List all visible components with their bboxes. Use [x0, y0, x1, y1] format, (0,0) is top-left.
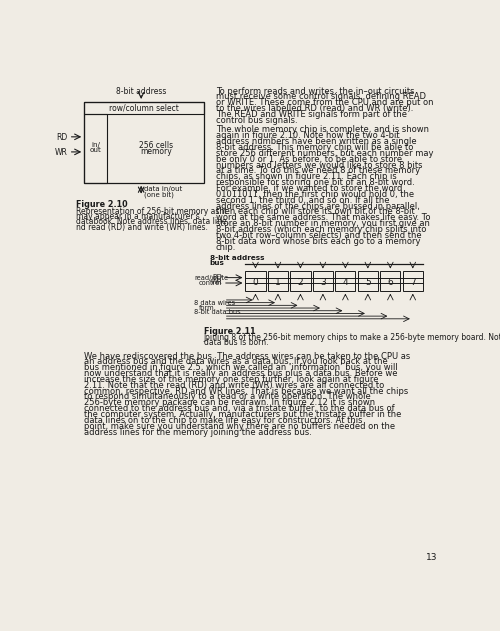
Bar [268, 271, 288, 291]
Bar [402, 271, 423, 291]
Text: connected to the address bus and, via a tristate buffer, to the data bus of: connected to the address bus and, via a … [84, 404, 395, 413]
Text: be only 0 or 1. As before, to be able to store: be only 0 or 1. As before, to be able to… [216, 155, 402, 163]
Text: 8-bit address: 8-bit address [210, 254, 264, 261]
Text: 3: 3 [320, 278, 326, 287]
Text: point, make sure you understand why there are no buffers needed on the: point, make sure you understand why ther… [84, 422, 396, 431]
Text: The READ and WRITE signals form part of the: The READ and WRITE signals form part of … [216, 110, 407, 119]
Text: chip.: chip. [216, 242, 236, 252]
Text: address lines of the chips are bussed in parallel,: address lines of the chips are bussed in… [216, 201, 420, 211]
Text: Figure 2.11: Figure 2.11 [204, 327, 255, 336]
Text: control bus signals.: control bus signals. [216, 115, 298, 125]
Text: RD: RD [56, 133, 67, 142]
Text: To perform reads and writes, the in–out circuits: To perform reads and writes, the in–out … [216, 86, 414, 95]
Text: (one bit): (one bit) [144, 191, 174, 198]
Text: 0: 0 [252, 278, 258, 287]
Text: control: control [199, 280, 222, 286]
Text: 13: 13 [426, 553, 438, 562]
Text: WR: WR [54, 148, 67, 157]
Text: second 1, the third 0, and so on. If all the: second 1, the third 0, and so on. If all… [216, 196, 390, 204]
Text: data bus is born.: data bus is born. [204, 338, 268, 348]
Text: 8 data wires: 8 data wires [194, 300, 235, 306]
Text: numbers and letters we would like to store 8 bits: numbers and letters we would like to sto… [216, 160, 422, 170]
Text: to respond simultaneously to a read or a write operation. The whole: to respond simultaneously to a read or a… [84, 392, 371, 401]
Text: to the wires labelled RD (read) and WR (write).: to the wires labelled RD (read) and WR (… [216, 104, 414, 113]
Bar [358, 271, 378, 291]
Text: store an 8-bit number in memory, you first give an: store an 8-bit number in memory, you fir… [216, 219, 430, 228]
Text: must receive some control signals, defining READ: must receive some control signals, defin… [216, 92, 426, 102]
Text: Figure 2.10: Figure 2.10 [76, 201, 128, 209]
Text: 2.11. Note that the read (RD) and write (WR) wires are all connected to: 2.11. Note that the read (RD) and write … [84, 380, 384, 390]
Text: 8-bit address: 8-bit address [116, 86, 166, 95]
Text: increase the size of the memory one step further, look again at figure: increase the size of the memory one step… [84, 375, 378, 384]
Text: 7: 7 [410, 278, 416, 287]
Bar [290, 271, 310, 291]
Text: responsible for storing one bit of an 8-bit word.: responsible for storing one bit of an 8-… [216, 178, 414, 187]
Text: chips, as shown in figure 2.11. Each chip is: chips, as shown in figure 2.11. Each chi… [216, 172, 396, 181]
Text: RD: RD [212, 274, 222, 280]
Text: databook. Note address lines, data line,: databook. Note address lines, data line, [76, 218, 230, 227]
Bar [313, 271, 333, 291]
Text: 256 cells: 256 cells [139, 141, 173, 150]
Text: row/column select: row/column select [110, 104, 179, 113]
Text: 2: 2 [298, 278, 303, 287]
Text: two 4-bit row–column selects) and then send the: two 4-bit row–column selects) and then s… [216, 231, 422, 240]
Text: 8-bit address (which each memory chip splits into: 8-bit address (which each memory chip sp… [216, 225, 426, 234]
Text: read/write: read/write [194, 274, 228, 281]
Text: 5: 5 [365, 278, 370, 287]
Text: 8-bit data word whose bits each go to a memory: 8-bit data word whose bits each go to a … [216, 237, 420, 245]
Text: 8-bit address. This memory chip will be able to: 8-bit address. This memory chip will be … [216, 143, 414, 152]
Text: memory: memory [140, 147, 172, 156]
Text: The whole memory chip is complete, and is shown: The whole memory chip is complete, and i… [216, 126, 429, 134]
Text: 4: 4 [342, 278, 348, 287]
Bar [246, 271, 266, 291]
Text: 01011011, then the first chip would hold 0, the: 01011011, then the first chip would hold… [216, 190, 414, 199]
Text: store 256 different numbers, but each number may: store 256 different numbers, but each nu… [216, 149, 434, 158]
Text: word at the same address. That makes life easy. To: word at the same address. That makes lif… [216, 213, 430, 222]
Text: We have rediscovered the bus. The address wires can be taken to the CPU as: We have rediscovered the bus. The addres… [84, 351, 410, 360]
Text: then each chip will store its own bit of the 8-bit: then each chip will store its own bit of… [216, 208, 414, 216]
Text: 256-byte memory package can be redrawn. In figure 2.12 it is shown: 256-byte memory package can be redrawn. … [84, 398, 376, 408]
Bar [380, 271, 400, 291]
Text: an address bus and the data wires as a data bus. If you look back at the: an address bus and the data wires as a d… [84, 357, 388, 367]
Text: nd read (RD) and write (WR) lines.: nd read (RD) and write (WR) lines. [76, 223, 208, 232]
Text: now understand that it is really an address bus plus a data bus. Before we: now understand that it is really an addr… [84, 369, 398, 378]
Bar [84, 102, 204, 183]
Text: For example, if we wanted to store the word: For example, if we wanted to store the w… [216, 184, 402, 193]
Text: 6: 6 [388, 278, 393, 287]
Text: in/: in/ [92, 141, 100, 148]
Text: WR: WR [210, 280, 222, 285]
Text: bus mentioned in figure 2.5, which we called an ‘information’ bus, you will: bus mentioned in figure 2.5, which we ca… [84, 363, 398, 372]
Text: address numbers have been written as a single: address numbers have been written as a s… [216, 137, 416, 146]
Text: again in figure 2.10. Note how the two 4-bit: again in figure 2.10. Note how the two 4… [216, 131, 400, 140]
Text: data in/out: data in/out [144, 186, 182, 192]
Text: the computer system. Actually, manufacturers put the tristate buffer in the: the computer system. Actually, manufactu… [84, 410, 402, 419]
Text: 8-bit data bus: 8-bit data bus [194, 309, 241, 315]
Bar [84, 102, 204, 114]
Text: bus: bus [210, 260, 224, 266]
Text: at a time. To do this we need 8 of these memory: at a time. To do this we need 8 of these… [216, 167, 420, 175]
Bar [336, 271, 355, 291]
Text: address lines for the memory joining the address bus.: address lines for the memory joining the… [84, 428, 312, 437]
Text: Representation of 256-bit memory as it: Representation of 256-bit memory as it [76, 206, 228, 216]
Bar [84, 114, 108, 183]
Text: or WRITE. These come from the CPU and are put on: or WRITE. These come from the CPU and ar… [216, 98, 434, 107]
Text: may appear in a manufacturer's: may appear in a manufacturer's [76, 212, 200, 221]
Text: form: form [199, 305, 214, 310]
Text: out: out [90, 147, 102, 153]
Text: common, respective, RD and WR lines. That is because we want all the chips: common, respective, RD and WR lines. Tha… [84, 387, 408, 396]
Text: 1: 1 [275, 278, 281, 287]
Text: data lines on to the chip to make life easy for constructors. At this: data lines on to the chip to make life e… [84, 416, 362, 425]
Text: Joining 8 of the 256-bit memory chips to make a 256-byte memory board. Note how : Joining 8 of the 256-bit memory chips to… [204, 333, 500, 342]
